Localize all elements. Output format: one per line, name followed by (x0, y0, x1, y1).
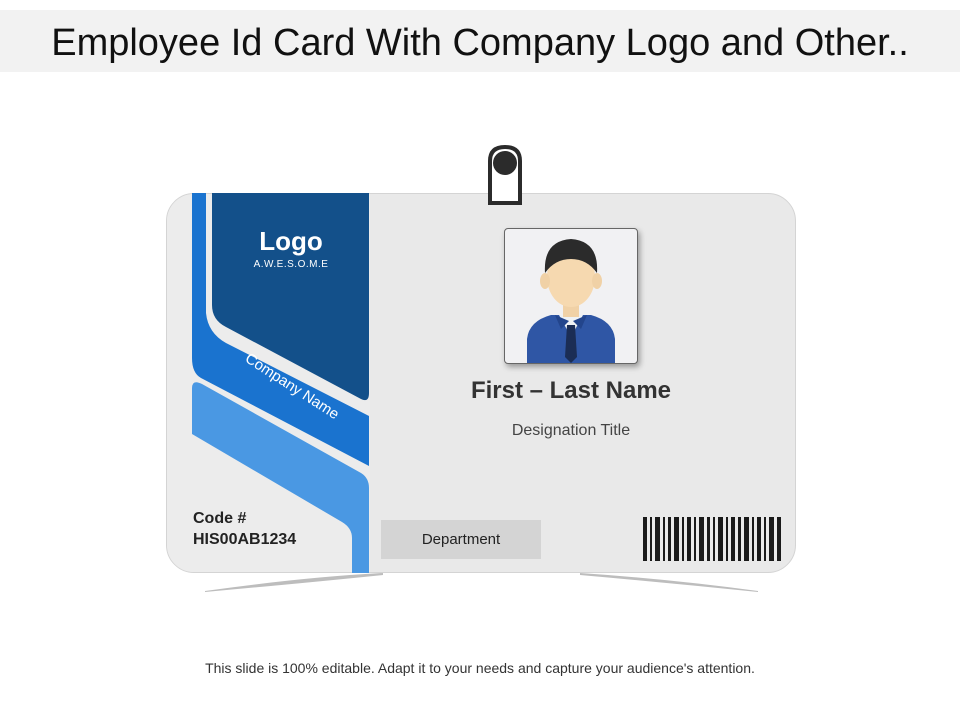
company-logo: Logo (259, 226, 323, 256)
department-label: Department (381, 520, 541, 559)
code-label: Code # (193, 510, 247, 527)
stripe-light (192, 382, 369, 573)
employee-name: First – Last Name (470, 377, 672, 404)
footer-note: This slide is 100% editable. Adapt it to… (205, 660, 755, 676)
stripe-logo-panel (212, 193, 369, 401)
stripe-outer (192, 193, 369, 466)
title-bar (0, 10, 960, 72)
employee-photo (504, 228, 638, 364)
code-value: HIS00AB1234 (193, 531, 297, 548)
designation-title: Designation Title (511, 422, 631, 439)
slide-title: Employee Id Card With Company Logo and O… (51, 22, 909, 64)
person-avatar-icon (527, 239, 615, 363)
card-stripes (192, 193, 369, 573)
card-shadow-right (580, 573, 758, 592)
logo-tagline: A.W.E.S.O.M.E (253, 259, 329, 270)
card-shadow-left (205, 573, 383, 592)
badge-clip-icon (488, 144, 522, 205)
barcode-icon (643, 517, 781, 561)
